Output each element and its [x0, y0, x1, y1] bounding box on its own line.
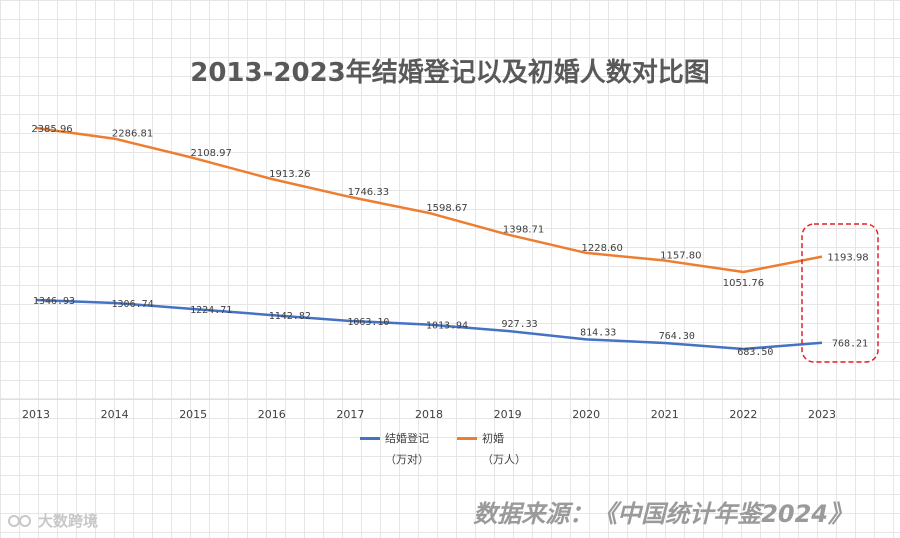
chart-title: 2013-2023年结婚登记以及初婚人数对比图: [190, 58, 710, 88]
highlight-box: [801, 223, 879, 363]
legend-swatch-first-marriage: [457, 436, 477, 440]
data-label: 814.33: [580, 327, 616, 338]
x-tick-label: 2017: [336, 408, 364, 421]
data-label: 1913.26: [269, 169, 310, 180]
x-tick-label: 2021: [651, 408, 679, 421]
x-tick-label: 2022: [729, 408, 757, 421]
data-label: 1063.10: [347, 317, 389, 328]
watermark-logo: 大数跨境: [8, 510, 98, 531]
x-tick-label: 2013: [22, 408, 50, 421]
x-tick-label: 2016: [258, 408, 286, 421]
data-label: 683.50: [737, 347, 773, 358]
data-label: 768.21: [832, 339, 868, 350]
data-label: 1051.76: [723, 278, 764, 289]
chart-legend: 结婚登记 （万对） 初婚 （万人）: [360, 430, 526, 467]
data-label: 764.30: [659, 331, 695, 342]
data-label: 1013.94: [426, 321, 468, 332]
x-tick-label: 2019: [494, 408, 522, 421]
data-label: 2108.97: [191, 148, 232, 159]
data-label: 1346.93: [33, 296, 75, 307]
legend-unit-first-marriage: （万人）: [482, 453, 526, 466]
watermark-text: 大数跨境: [38, 512, 99, 530]
data-label: 1193.98: [827, 253, 868, 264]
series-line-1: [35, 126, 823, 274]
x-tick-label: 2018: [415, 408, 443, 421]
data-label: 1142.82: [269, 311, 311, 322]
legend-label-first-marriage: 初婚: [482, 432, 504, 445]
source-note: 数据来源：《中国统计年鉴2024》: [473, 500, 852, 528]
legend-unit-marriage: （万对）: [385, 453, 429, 466]
x-tick-label: 2023: [808, 408, 836, 421]
x-tick-label: 2020: [572, 408, 600, 421]
legend-item-first-marriage: 初婚 （万人）: [457, 430, 526, 467]
legend-swatch-marriage: [360, 436, 380, 440]
data-label: 1306.74: [112, 299, 154, 310]
data-label: 1598.67: [426, 203, 467, 214]
x-tick-label: 2014: [101, 408, 129, 421]
data-label: 1398.71: [503, 225, 544, 236]
watermark-icon: [8, 514, 31, 527]
data-label: 1746.33: [348, 187, 389, 198]
legend-item-marriage: 结婚登记 （万对）: [360, 430, 429, 467]
data-label: 1224.71: [190, 305, 232, 316]
data-label: 927.33: [502, 319, 538, 330]
data-label: 2286.81: [112, 129, 153, 140]
data-label: 1228.60: [582, 243, 623, 254]
data-label: 2385.96: [31, 124, 72, 135]
series-line-0: [35, 298, 823, 351]
x-tick-label: 2015: [179, 408, 207, 421]
data-label: 1157.80: [660, 251, 701, 262]
legend-label-marriage: 结婚登记: [385, 432, 429, 445]
